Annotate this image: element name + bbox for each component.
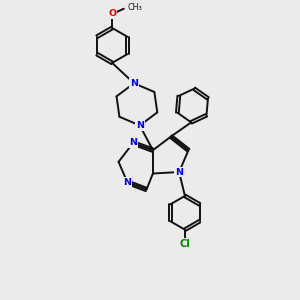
Text: N: N xyxy=(123,178,131,187)
Text: Cl: Cl xyxy=(180,239,190,249)
Text: O: O xyxy=(108,10,116,19)
Text: N: N xyxy=(129,138,137,147)
Text: CH₃: CH₃ xyxy=(127,3,142,12)
Text: N: N xyxy=(130,79,138,88)
Text: N: N xyxy=(136,121,144,130)
Text: N: N xyxy=(175,167,183,176)
